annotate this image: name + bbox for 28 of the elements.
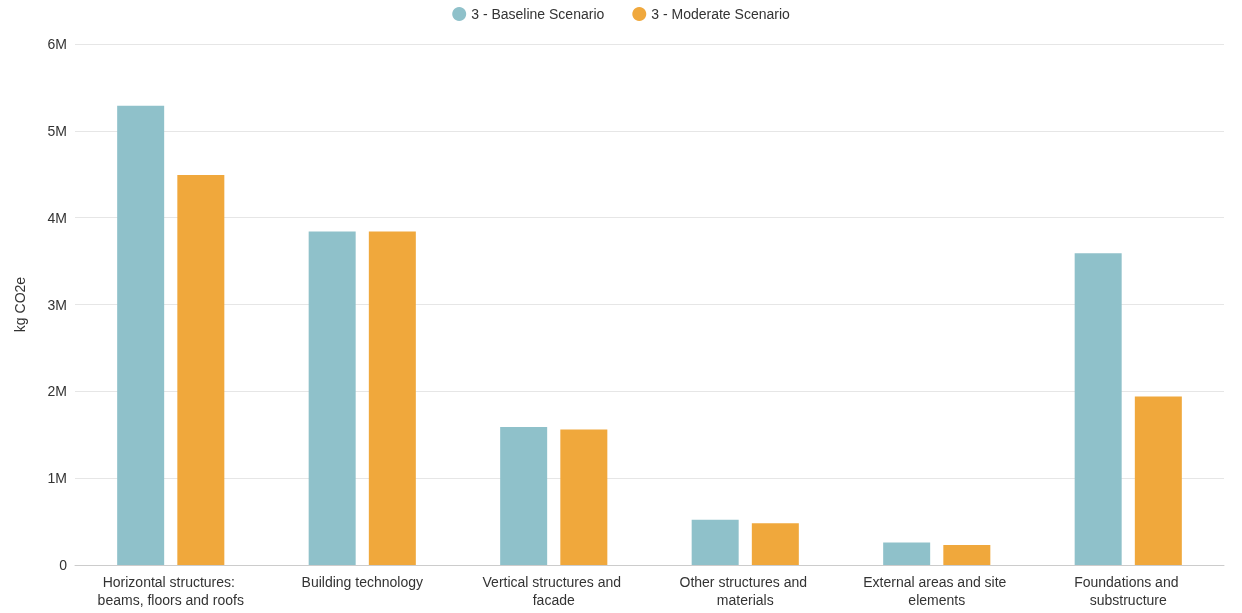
y-axis-title: kg CO2e [12,276,28,333]
bar [308,231,356,565]
legend-label: 3 - Moderate Scenario [651,6,791,22]
legend-label: 3 - Baseline Scenario [471,6,605,22]
x-tick-label: Building technology [301,574,423,590]
bar [943,545,991,565]
bar [177,175,225,565]
x-tick-label: Vertical structures and facade [482,574,625,608]
y-tick-label: 6M [47,36,67,52]
x-tick-label: Other structures and materials [679,574,812,608]
bar [883,542,931,565]
bar [368,231,416,565]
y-tick-label: 1M [47,470,67,487]
bar [1074,253,1122,565]
bar [1134,396,1182,565]
bar [691,519,739,565]
bar [751,523,799,565]
x-tick-label: External areas and site elements [863,574,1011,608]
y-tick-label: 3M [47,296,67,313]
y-tick-label: 0 [59,557,68,573]
bar [117,105,165,565]
bar [560,429,608,565]
x-tick-label: Horizontal structures: beams, floors and roofs [97,574,244,608]
bar [500,426,548,565]
x-tick-label: Foundations and substructure [1074,574,1183,608]
y-tick-label: 4M [47,209,67,226]
y-tick-label: 5M [47,122,67,139]
y-tick-label: 2M [47,383,67,400]
